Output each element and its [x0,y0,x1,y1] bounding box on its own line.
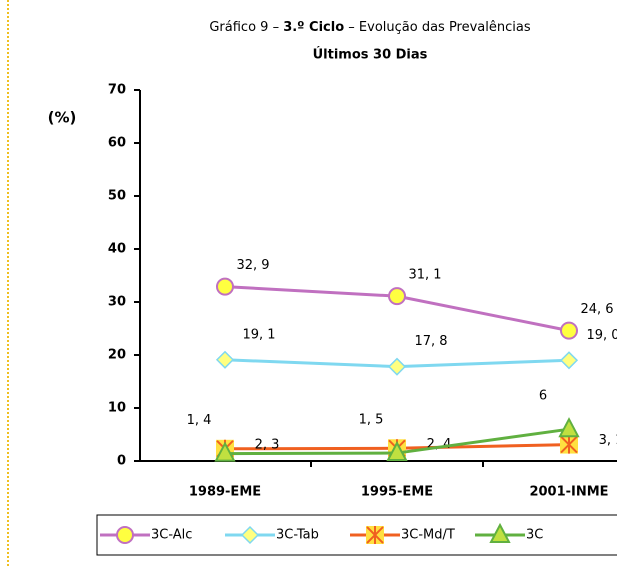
data-label: 1, 4 [187,413,212,428]
data-label: 17, 8 [414,334,447,349]
point [560,321,578,340]
data-label: 24, 6 [580,302,613,317]
y-tick-label: 20 [108,348,126,363]
title-part: 3.º Ciclo [283,20,344,35]
data-label: 19, 1 [242,327,275,342]
legend-marker [489,522,511,543]
chart-subtitle: Últimos 30 Dias [313,47,428,63]
legend-marker [366,526,384,544]
point [216,277,234,296]
x-tick-label: 2001-INME [529,485,608,500]
legend-marker [116,526,134,544]
data-label: 1, 5 [359,413,384,428]
point [214,441,236,462]
y-axis-label: (%) [48,109,77,127]
y-tick-label: 10 [108,401,126,416]
data-label: 19, 0 [586,328,617,343]
legend-label: 3C-Tab [276,528,319,543]
point [215,350,235,369]
x-tick-label: 1995-EME [361,485,433,500]
legend-marker [240,525,260,545]
point-star [366,526,384,544]
point [560,435,578,454]
title-part: – Evolução das Prevalências [344,20,531,35]
y-tick-label: 40 [108,242,126,257]
data-label: 32, 9 [236,258,269,273]
point [388,287,406,306]
point [558,417,580,438]
point [386,440,408,462]
title-part: Gráfico 9 – [209,20,283,35]
data-label: 3, 1 [599,433,617,448]
legend-box [96,514,617,556]
legend-label: 3C-Md/T [401,528,455,543]
y-tick-label: 30 [108,295,126,310]
data-label: 6 [539,389,547,404]
point [387,357,407,376]
data-label: 31, 1 [408,268,441,283]
legend-label: 3C-Alc [151,528,192,543]
chart-title: Gráfico 9 – 3.º Ciclo – Evolução das Pre… [209,20,530,35]
point [559,351,579,370]
x-tick-label: 1989-EME [189,485,261,500]
legend-label: 3C [526,528,543,543]
data-label: 2, 3 [255,437,280,452]
y-tick-label: 60 [108,136,126,151]
y-tick-label: 50 [108,189,126,204]
y-tick-label: 0 [117,454,126,469]
point-star [560,435,578,454]
y-tick-label: 70 [108,83,126,98]
